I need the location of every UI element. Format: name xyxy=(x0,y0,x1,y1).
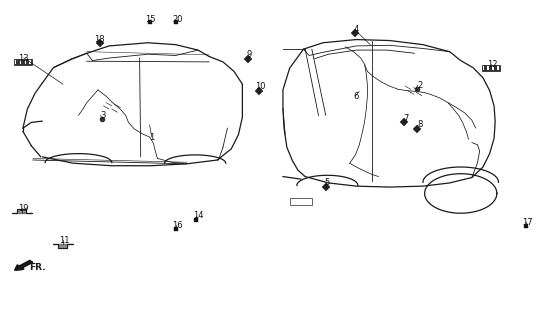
Text: 13: 13 xyxy=(18,53,28,62)
Text: FR.: FR. xyxy=(30,263,46,272)
Text: 17: 17 xyxy=(522,218,532,227)
Text: 20: 20 xyxy=(172,15,183,24)
Bar xyxy=(492,66,494,70)
Text: 8: 8 xyxy=(418,120,423,130)
Bar xyxy=(482,65,500,71)
Polygon shape xyxy=(53,244,73,248)
Text: 19: 19 xyxy=(18,204,28,213)
FancyArrow shape xyxy=(14,260,33,270)
Text: 10: 10 xyxy=(256,82,266,91)
Text: 11: 11 xyxy=(60,236,70,245)
Bar xyxy=(290,198,312,205)
Text: 12: 12 xyxy=(487,60,497,69)
Text: 7: 7 xyxy=(404,114,409,123)
Text: 14: 14 xyxy=(193,211,203,220)
Text: 9: 9 xyxy=(247,50,252,59)
Text: 15: 15 xyxy=(145,15,156,24)
Bar xyxy=(25,60,26,64)
Bar xyxy=(482,66,484,70)
Text: 6: 6 xyxy=(354,92,359,101)
Text: 1: 1 xyxy=(149,132,154,141)
Text: 4: 4 xyxy=(354,25,359,34)
Text: 3: 3 xyxy=(101,111,106,120)
Bar xyxy=(30,60,31,64)
Text: 2: 2 xyxy=(418,81,423,90)
Bar xyxy=(14,59,32,65)
Bar xyxy=(14,60,16,64)
Text: 18: 18 xyxy=(94,35,105,44)
Polygon shape xyxy=(12,209,32,212)
Bar xyxy=(19,60,21,64)
Text: 16: 16 xyxy=(172,221,183,230)
Bar xyxy=(487,66,489,70)
Text: 5: 5 xyxy=(325,179,330,188)
Bar xyxy=(497,66,499,70)
